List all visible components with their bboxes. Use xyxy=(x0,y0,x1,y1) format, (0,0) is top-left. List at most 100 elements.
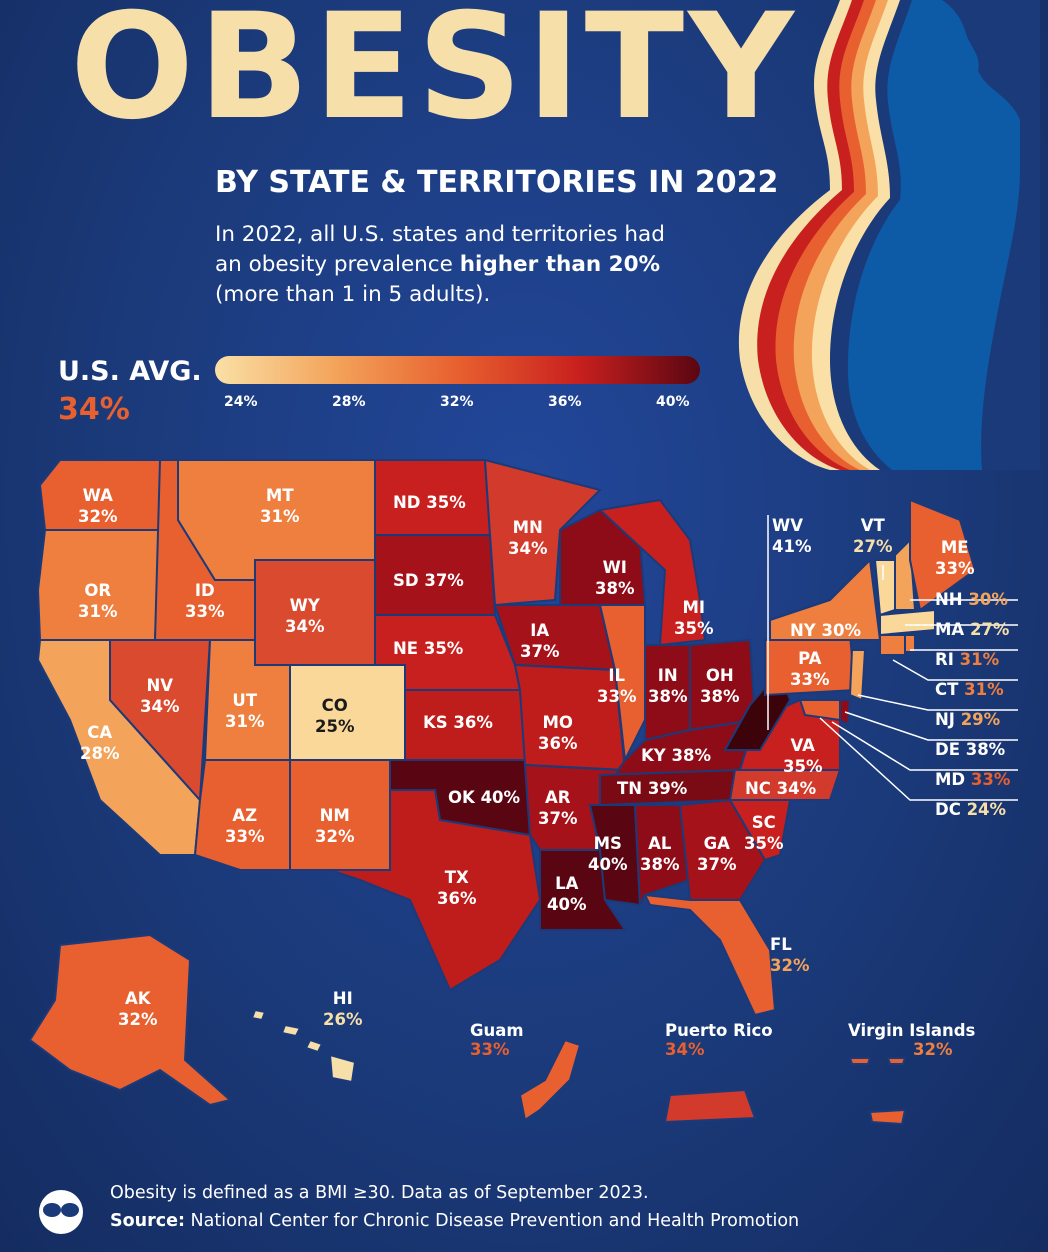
logo-icon xyxy=(39,1190,83,1234)
label-KS: KS 36% xyxy=(423,713,493,732)
human-silhouette-icon xyxy=(738,0,1040,470)
label-IN: IN 38% xyxy=(648,666,688,706)
shape-MS xyxy=(588,804,642,907)
shape-IL xyxy=(598,604,646,764)
label-OK: OK 40% xyxy=(448,788,521,807)
legend-tick-32: 32% xyxy=(440,394,474,410)
us-average-label: U.S. AVG. xyxy=(58,356,202,387)
label-ME: ME 33% xyxy=(935,538,975,578)
shape-puerto-rico xyxy=(663,1088,757,1124)
source-text: National Center for Chronic Disease Prev… xyxy=(184,1211,800,1231)
shape-vi-small-2 xyxy=(886,1057,907,1065)
label-VA: VA 35% xyxy=(783,736,823,776)
label-KY: KY 38% xyxy=(641,746,711,765)
shape-HI-2 xyxy=(280,1023,302,1038)
shape-RI xyxy=(904,634,916,653)
us-average-value: 34% xyxy=(58,392,130,427)
label-CT: CT 31% xyxy=(935,680,1004,699)
label-MT: MT 31% xyxy=(260,486,300,526)
description-text-2: (more than 1 in 5 adults). xyxy=(215,282,491,307)
shape-VT xyxy=(873,559,896,617)
shape-CT xyxy=(879,634,906,656)
description-text-1: In 2022, all U.S. states and territories… xyxy=(215,222,665,277)
label-WA: WA 32% xyxy=(78,486,118,526)
shape-MA xyxy=(879,608,936,637)
label-NM: NM 32% xyxy=(315,806,355,846)
label-virgin-islands: Virgin Islands 32% xyxy=(848,1021,976,1059)
shape-HI-3 xyxy=(304,1038,324,1054)
label-AL: AL 38% xyxy=(640,834,680,874)
shape-MI xyxy=(597,498,707,647)
label-MI: MI 35% xyxy=(674,598,714,638)
label-CA: CA 28% xyxy=(80,723,120,763)
shape-AK xyxy=(28,933,233,1107)
shape-MD xyxy=(798,699,841,722)
label-IA: IA 37% xyxy=(520,621,560,661)
shape-LA xyxy=(539,849,627,931)
source: Source: National Center for Chronic Dise… xyxy=(110,1211,799,1231)
label-puerto-rico: Puerto Rico 34% xyxy=(665,1021,773,1059)
label-MD: MD 33% xyxy=(935,770,1011,789)
shape-virgin-islands xyxy=(868,1108,907,1126)
label-SC: SC 35% xyxy=(744,813,784,853)
legend-tick-24: 24% xyxy=(224,394,258,410)
shape-vi-small xyxy=(848,1057,872,1065)
label-IL: IL 33% xyxy=(597,666,637,706)
label-TX: TX 36% xyxy=(437,868,477,908)
label-MA: MA 27% xyxy=(935,620,1010,639)
legend-tick-36: 36% xyxy=(548,394,582,410)
label-VT: VT 27% xyxy=(853,516,893,556)
label-DE: DE 38% xyxy=(935,740,1006,759)
shape-guam xyxy=(518,1038,582,1122)
label-HI: HI 26% xyxy=(323,989,363,1029)
label-TN: TN 39% xyxy=(617,779,688,798)
label-WI: WI 38% xyxy=(595,558,635,598)
label-WY: WY 34% xyxy=(285,596,325,636)
label-PA: PA 33% xyxy=(790,649,830,689)
label-WV: WV 41% xyxy=(772,516,812,556)
us-choropleth-map xyxy=(28,458,1018,1126)
label-OR: OR 31% xyxy=(78,581,118,621)
label-OH: OH 38% xyxy=(700,666,740,706)
shape-NJ xyxy=(848,649,867,702)
color-legend-bar xyxy=(215,356,700,384)
label-NV: NV 34% xyxy=(140,676,180,716)
shape-ME xyxy=(909,498,977,612)
shape-FL xyxy=(643,893,777,1017)
description: In 2022, all U.S. states and territories… xyxy=(215,220,675,310)
subtitle: BY STATE & TERRITORIES IN 2022 xyxy=(215,165,779,200)
label-guam: Guam 33% xyxy=(470,1021,524,1059)
label-CO: CO 25% xyxy=(315,696,355,736)
label-AK: AK 32% xyxy=(118,989,158,1029)
label-LA: LA 40% xyxy=(547,874,587,914)
label-SD: SD 37% xyxy=(393,571,464,590)
label-ID: ID 33% xyxy=(185,581,225,621)
label-NE: NE 35% xyxy=(393,639,464,658)
shape-WI xyxy=(559,508,647,606)
label-GA: GA 37% xyxy=(697,834,737,874)
shape-TX xyxy=(329,789,542,992)
label-NH: NH 30% xyxy=(935,590,1008,609)
label-UT: UT 31% xyxy=(225,691,265,731)
description-bold: higher than 20% xyxy=(459,252,661,277)
label-MO: MO 36% xyxy=(538,713,578,753)
label-NJ: NJ 29% xyxy=(935,710,1001,729)
shape-AL xyxy=(633,804,692,909)
label-FL: FL 32% xyxy=(770,935,810,975)
label-ND: ND 35% xyxy=(393,493,466,512)
label-NY: NY 30% xyxy=(790,621,862,640)
shape-HI-4 xyxy=(328,1053,357,1084)
label-MS: MS 40% xyxy=(588,834,628,874)
label-AR: AR 37% xyxy=(538,788,578,828)
label-DC: DC 24% xyxy=(935,800,1007,819)
main-title: OBESITY xyxy=(70,0,798,152)
footnote: Obesity is defined as a BMI ≥30. Data as… xyxy=(110,1183,649,1203)
label-NC: NC 34% xyxy=(745,779,817,798)
label-AZ: AZ 33% xyxy=(225,806,265,846)
shape-MN xyxy=(483,458,602,607)
source-label: Source: xyxy=(110,1211,185,1231)
label-RI: RI 31% xyxy=(935,650,1000,669)
shape-HI-1 xyxy=(250,1008,267,1022)
legend-tick-28: 28% xyxy=(332,394,366,410)
